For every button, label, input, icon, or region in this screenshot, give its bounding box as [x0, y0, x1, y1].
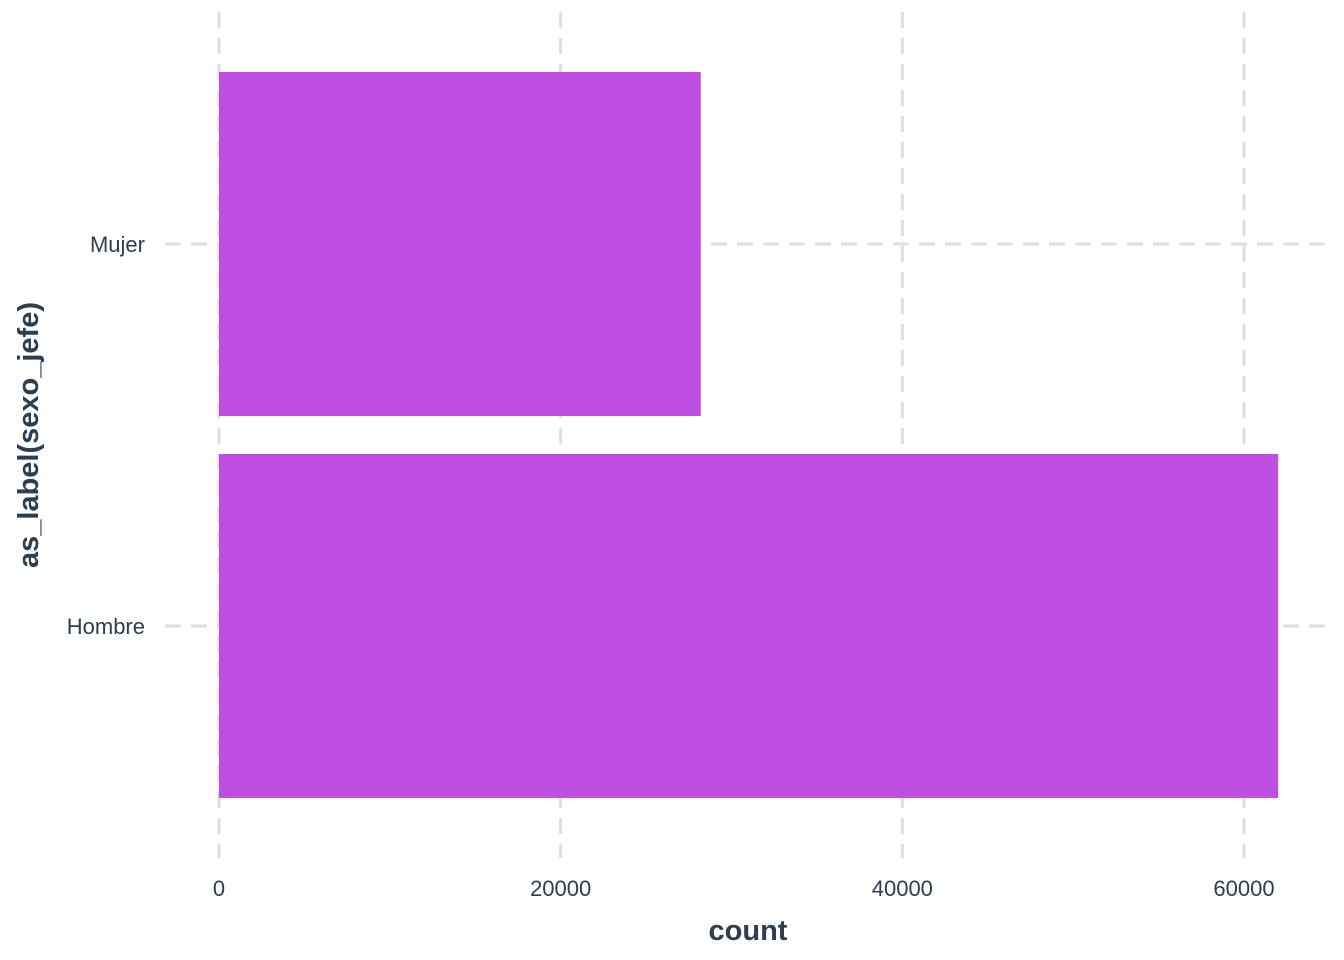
- x-axis-title: count: [709, 915, 788, 947]
- y-tick-label: Mujer: [90, 232, 145, 257]
- y-tick-label: Hombre: [67, 614, 145, 639]
- y-axis-ticks: Mujer Hombre: [67, 232, 145, 639]
- x-tick-label: 20000: [530, 876, 591, 901]
- bar-layer: [219, 72, 1279, 798]
- x-tick-label: 40000: [872, 876, 933, 901]
- y-axis-title: as_label(sexo_jefe): [13, 302, 45, 568]
- bar-mujer: [219, 72, 701, 416]
- x-tick-label: 60000: [1213, 876, 1274, 901]
- bar-hombre: [219, 454, 1279, 798]
- x-tick-label: 0: [213, 876, 225, 901]
- x-axis-ticks: 0 20000 40000 60000: [213, 876, 1275, 901]
